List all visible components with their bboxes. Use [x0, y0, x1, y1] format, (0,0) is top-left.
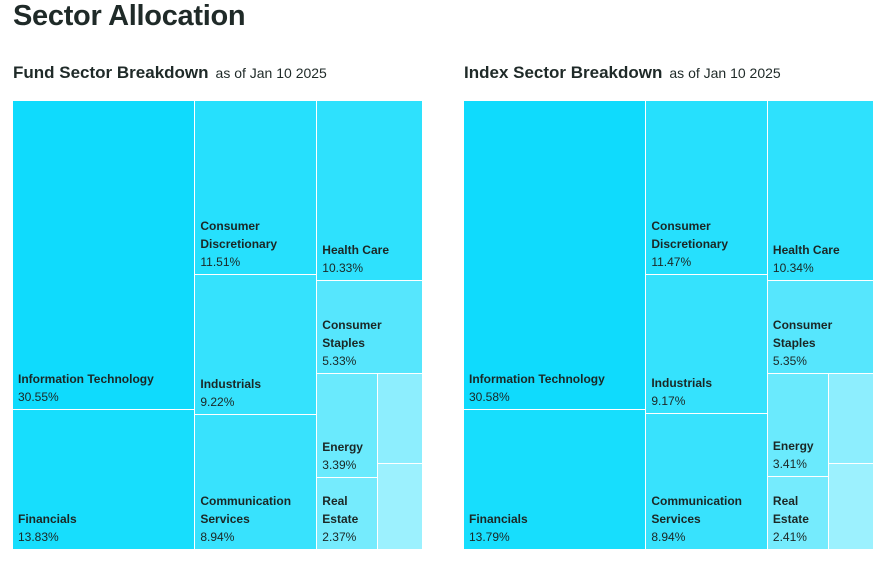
fund-tile-consumer-discretionary[interactable]: Consumer Discretionary 11.51% [195, 101, 318, 276]
index-tile-communication-services[interactable]: Communication Services 8.94% [646, 414, 768, 550]
tile-text: Consumer Discretionary 11.47% [651, 217, 763, 271]
sector-value: 11.51% [200, 255, 241, 270]
tile-text: Financials 13.79% [469, 510, 641, 546]
tile-text: Consumer Staples 5.33% [322, 316, 418, 370]
fund-tile-real-estate[interactable]: Real Estate 2.37% [317, 477, 378, 550]
fund-as-of-date: as of Jan 10 2025 [215, 65, 327, 81]
sector-value: 13.79% [469, 529, 510, 544]
index-tile-energy[interactable]: Energy 3.41% [767, 373, 829, 478]
tile-text: Communication Services 8.94% [651, 492, 763, 546]
sector-label: Real Estate [772, 493, 809, 526]
sector-label: Consumer Discretionary [651, 219, 729, 252]
sector-value: 30.55% [18, 390, 59, 405]
sector-label: Financials [469, 511, 528, 526]
sector-value: 10.34% [772, 260, 814, 275]
sector-value: 5.33% [322, 354, 357, 369]
sector-label: Information Technology [469, 372, 605, 387]
sector-value: 8.94% [200, 529, 235, 544]
sector-label: Consumer Discretionary [200, 219, 278, 252]
sector-label: Real Estate [322, 493, 359, 526]
page-title: Sector Allocation [13, 0, 246, 32]
index-tile-consumer-discretionary[interactable]: Consumer Discretionary 11.47% [646, 101, 768, 276]
tile-text: Consumer Discretionary 11.51% [200, 217, 312, 271]
index-tile-industrials[interactable]: Industrials 9.17% [646, 275, 768, 415]
index-tile-information-technology[interactable]: Information Technology 30.58% [464, 101, 647, 411]
index-panel-header: Index Sector Breakdown as of Jan 10 2025 [464, 63, 781, 83]
tile-text: Information Technology 30.55% [18, 370, 190, 406]
fund-tile-financials[interactable]: Financials 13.83% [13, 410, 196, 550]
tile-text: Industrials 9.22% [200, 375, 312, 411]
sector-label: Communication Services [200, 493, 292, 526]
fund-tile-other-10[interactable] [377, 464, 423, 550]
sector-value: 3.41% [772, 457, 807, 472]
tile-text: Energy 3.41% [773, 437, 824, 473]
index-tile-other-10[interactable] [828, 464, 874, 550]
sector-value: 11.47% [651, 255, 692, 270]
index-chart-title: Index Sector Breakdown [464, 63, 663, 82]
tile-text: Real Estate 2.41% [773, 492, 824, 546]
fund-tile-health-care[interactable]: Health Care 10.33% [317, 101, 423, 282]
sector-label: Industrials [651, 376, 713, 391]
sector-label: Consumer Staples [772, 317, 833, 350]
index-as-of-date: as of Jan 10 2025 [669, 65, 781, 81]
index-tile-real-estate[interactable]: Real Estate 2.41% [767, 477, 829, 550]
sector-label: Financials [18, 511, 77, 526]
tile-text: Energy 3.39% [322, 438, 373, 474]
sector-value: 9.17% [651, 394, 686, 409]
sector-label: Health Care [322, 243, 389, 258]
fund-tile-other-9[interactable] [377, 374, 423, 465]
sector-value: 3.39% [322, 457, 357, 472]
sector-value: 9.22% [200, 394, 235, 409]
tile-text: Real Estate 2.37% [322, 492, 373, 546]
index-tile-financials[interactable]: Financials 13.79% [464, 410, 647, 550]
sector-label: Industrials [200, 376, 262, 391]
fund-tile-communication-services[interactable]: Communication Services 8.94% [195, 414, 318, 550]
sector-label: Health Care [772, 242, 840, 257]
tile-text: Health Care 10.33% [322, 241, 418, 277]
fund-chart-title: Fund Sector Breakdown [13, 63, 209, 82]
tile-text: Consumer Staples 5.35% [773, 316, 869, 370]
sector-label: Information Technology [18, 372, 154, 387]
tile-text: Financials 13.83% [18, 510, 190, 546]
sector-value: 2.41% [772, 529, 807, 544]
tile-text: Industrials 9.17% [651, 374, 763, 410]
sector-value: 10.33% [322, 261, 363, 276]
sector-value: 5.35% [772, 353, 807, 368]
fund-tile-information-technology[interactable]: Information Technology 30.55% [13, 101, 196, 411]
index-sector-treemap: Information Technology 30.58% Financials 13… [464, 101, 874, 550]
index-tile-health-care[interactable]: Health Care 10.34% [767, 101, 874, 281]
fund-tile-industrials[interactable]: Industrials 9.22% [195, 275, 318, 415]
fund-sector-treemap: Information Technology 30.55% Financials 13… [13, 101, 423, 550]
sector-label: Communication Services [651, 493, 743, 526]
sector-label: Energy [322, 439, 363, 454]
tile-text: Health Care 10.34% [773, 241, 869, 277]
index-tile-consumer-staples[interactable]: Consumer Staples 5.35% [767, 280, 874, 374]
fund-tile-energy[interactable]: Energy 3.39% [317, 374, 378, 478]
index-tile-other-9[interactable] [828, 373, 874, 464]
sector-value: 2.37% [322, 529, 357, 544]
fund-tile-consumer-staples[interactable]: Consumer Staples 5.33% [317, 281, 423, 375]
sector-label: Energy [772, 439, 814, 454]
sector-value: 30.58% [469, 390, 510, 405]
tile-text: Communication Services 8.94% [200, 492, 312, 546]
sector-value: 13.83% [18, 529, 59, 544]
sector-value: 8.94% [651, 529, 686, 544]
tile-text: Information Technology 30.58% [469, 370, 641, 406]
sector-label: Consumer Staples [322, 318, 382, 351]
fund-panel-header: Fund Sector Breakdown as of Jan 10 2025 [13, 63, 327, 83]
